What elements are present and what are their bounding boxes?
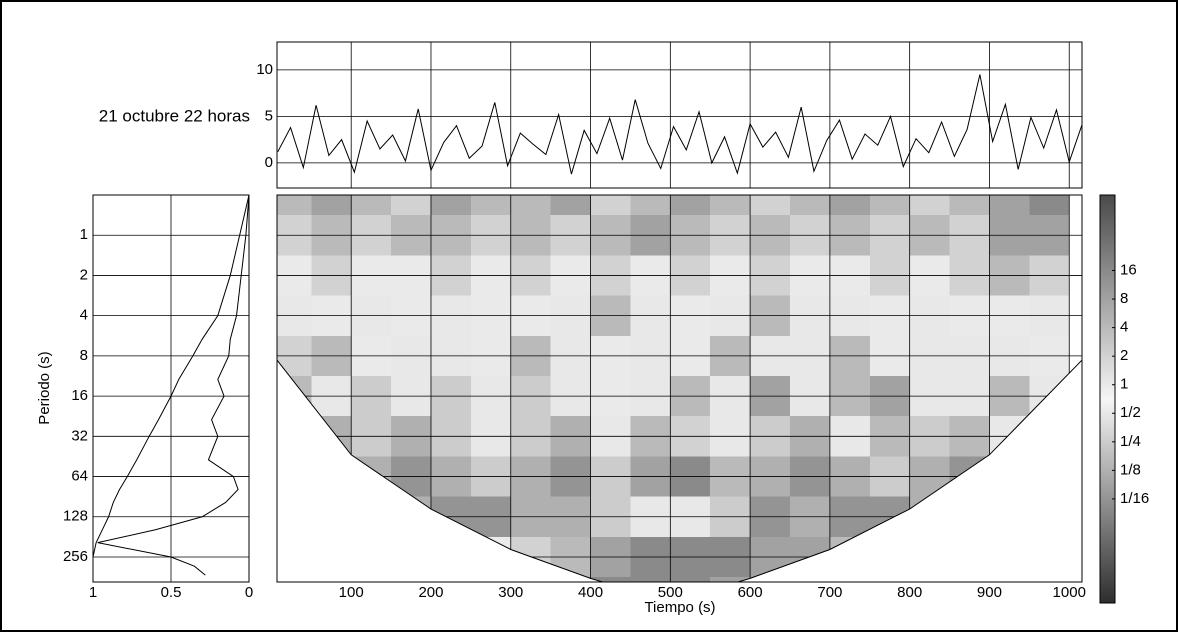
y-axis-label: Periodo (s) [36, 351, 53, 424]
x-tick-label: 600 [738, 584, 763, 601]
heatmap-cell [710, 195, 751, 216]
heatmap-cell [550, 195, 592, 216]
colorbar-tick-label: 8 [1120, 290, 1128, 307]
y-tick-label: 2 [80, 266, 88, 283]
y-tick-label: 128 [63, 508, 88, 525]
y-tick-label: 16 [71, 387, 88, 404]
x-tick-label: 0 [245, 584, 253, 601]
y-tick-label: 4 [80, 307, 88, 324]
heatmap-cell [710, 577, 751, 582]
colorbar: 16 8 4 2 1 1/2 1/4 1/8 1/16 [1099, 194, 1149, 604]
x-tick-label: 900 [977, 584, 1002, 601]
heatmap-cell [909, 195, 951, 216]
panel-frame [276, 41, 1083, 189]
colorbar-tick-label: 1/4 [1120, 433, 1141, 450]
y-tick-label: 0 [265, 154, 273, 171]
heatmap-cell [670, 195, 711, 216]
x-tick-label: 800 [897, 584, 922, 601]
x-tick-label: 400 [578, 584, 603, 601]
heatmap-cell [510, 195, 552, 216]
y-tick-label: 8 [80, 347, 88, 364]
global-spectrum-panel: 1 2 4 8 16 32 64 128 256 1 0.5 0 [63, 194, 253, 601]
x-tick-label: 100 [339, 584, 364, 601]
panel-frame [276, 194, 1083, 583]
heatmap-cell [351, 195, 392, 216]
y-tick-label: 5 [265, 107, 273, 124]
heatmap-cell [750, 195, 791, 216]
x-tick-label: 500 [658, 584, 683, 601]
panel-frame [92, 194, 250, 583]
cone-of-influence [277, 359, 1082, 582]
colorbar-tick-label: 2 [1120, 347, 1128, 364]
panel-title: 21 octubre 22 horas [99, 106, 250, 125]
y-tick-label: 64 [71, 468, 88, 485]
heatmap-cell [470, 195, 512, 216]
wavelet-panel: 100 200 300 400 500 600 700 800 900 1000 [276, 194, 1086, 601]
heatmap-cell [829, 195, 871, 216]
heatmap-cell [430, 195, 472, 216]
colorbar-fill [1099, 194, 1116, 604]
series-line [277, 74, 1082, 175]
y-tick-label: 32 [71, 427, 88, 444]
heatmap-cell [1029, 195, 1070, 216]
colorbar-tick-label: 1/16 [1120, 490, 1149, 507]
y-tick-label: 1 [80, 226, 88, 243]
x-tick-label: 700 [817, 584, 842, 601]
x-tick-label: 0.5 [161, 584, 182, 601]
colorbar-tick-label: 1/8 [1120, 461, 1141, 478]
y-tick-label: 10 [256, 61, 273, 78]
y-tick-label: 256 [63, 548, 88, 565]
colorbar-tick-label: 4 [1120, 319, 1128, 336]
spectrum-line [97, 194, 250, 576]
heatmap-cell [989, 195, 1030, 216]
heatmap-cell [670, 577, 711, 582]
heatmap-cell [869, 195, 911, 216]
heatmap-cell [391, 195, 432, 216]
colorbar-tick-label: 1 [1120, 376, 1128, 393]
x-tick-label: 200 [418, 584, 443, 601]
heatmap-cell [590, 577, 631, 582]
x-axis-label: Tiempo (s) [644, 599, 715, 616]
heatmap-cell [949, 195, 990, 216]
heatmap-cell [630, 577, 671, 582]
x-tick-label: 300 [498, 584, 523, 601]
heatmap-cell [630, 195, 671, 216]
colorbar-tick-label: 1/2 [1120, 404, 1141, 421]
heatmap-cell [277, 195, 312, 216]
x-tick-label: 1000 [1053, 584, 1086, 601]
x-tick-label: 1 [89, 584, 97, 601]
heatmap-cell [590, 195, 631, 216]
time-series-panel: 0 5 10 [256, 41, 1083, 189]
spectrum-line [92, 194, 250, 576]
heatmap-cell [311, 195, 352, 216]
heatmap-cell [789, 195, 831, 216]
colorbar-tick-label: 16 [1120, 261, 1137, 278]
